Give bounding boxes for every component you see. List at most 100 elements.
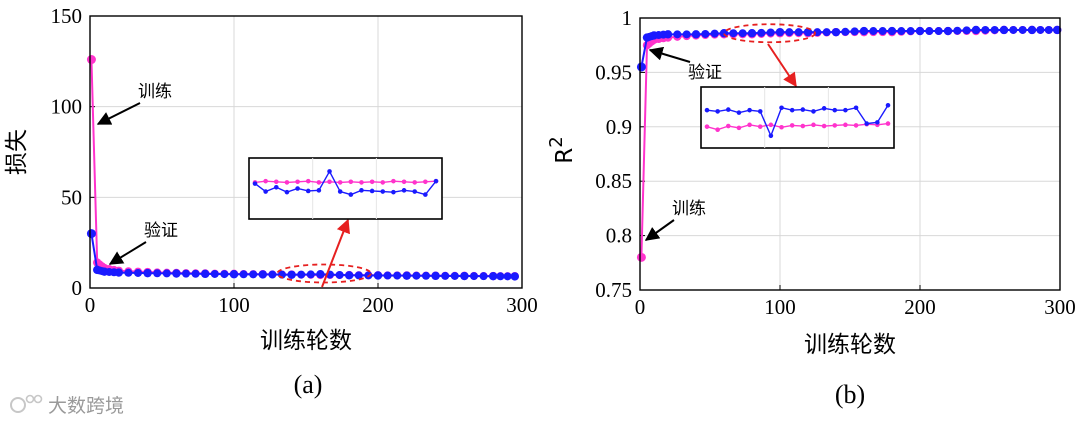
zoom-inset-point-val: [401, 188, 407, 193]
zoom-inset-point-val: [295, 186, 300, 191]
zoom-inset-point-val: [380, 189, 386, 194]
marker-val: [393, 271, 402, 280]
zoom-inset-point-train: [768, 122, 774, 128]
zoom-inset-point-val: [348, 192, 354, 197]
marker-val: [953, 26, 962, 35]
series-val: [86, 229, 519, 281]
data-point-train: [86, 55, 96, 65]
x-tick-label: 200: [904, 295, 936, 319]
zoom-inset-point-val: [821, 106, 827, 111]
zoom-inset-point-train: [295, 179, 300, 185]
zoom-highlight-ellipse: [723, 23, 816, 44]
x-tick-label: 0: [635, 295, 646, 319]
marker-val: [124, 268, 133, 277]
zoom-inset-point-val: [369, 188, 375, 194]
data-point-val: [373, 271, 383, 280]
data-point-val: [201, 269, 210, 279]
annotation-arrow: [644, 219, 675, 241]
zoom-inset-point-val: [757, 109, 763, 114]
marker-val: [354, 271, 363, 280]
zoom-inset-point-train: [757, 124, 763, 129]
zoom-inset-point-train: [327, 179, 332, 185]
marker-val: [110, 268, 118, 277]
marker-val: [710, 29, 719, 38]
marker-val: [925, 27, 934, 36]
zoom-inset-point-val: [725, 107, 731, 112]
zoom-inset-point-val: [305, 188, 311, 194]
zoom-inset-point-train: [359, 180, 364, 185]
zoom-inset-point-train: [263, 178, 268, 184]
data-point-val: [287, 270, 296, 279]
data-point-val: [636, 62, 646, 72]
zoom-inset-point-val: [423, 192, 428, 197]
marker-val: [306, 270, 315, 279]
zoom-inset-point-val: [327, 169, 332, 174]
marker-val: [98, 267, 106, 276]
marker-val: [897, 27, 906, 36]
data-point-val: [831, 27, 841, 37]
zoom-inset-frame: [248, 157, 443, 220]
data-point-val: [258, 270, 267, 279]
marker-val: [297, 270, 306, 279]
marker-val: [249, 270, 258, 279]
zoom-inset-point-val: [864, 121, 870, 126]
marker-val: [785, 28, 794, 37]
marker-val: [981, 25, 990, 34]
data-point-val: [143, 268, 152, 278]
zoom-inset-frame: [700, 86, 895, 149]
zoom-inset-point-val: [715, 109, 720, 114]
marker-val: [1036, 25, 1045, 34]
zoom-inset-point-train: [853, 123, 859, 128]
y-tick-label: 0: [72, 276, 83, 300]
x-tick-label: 300: [506, 293, 538, 317]
zoom-inset-point-val: [853, 105, 859, 111]
zoom-inset-point-train: [423, 179, 428, 185]
data-point-val: [747, 29, 757, 38]
zoom-inset-point-val: [252, 181, 258, 186]
annotation-label: 训练: [672, 199, 706, 219]
marker-val: [906, 27, 915, 36]
marker-val: [738, 29, 747, 38]
data-point-val: [859, 26, 869, 36]
data-point-val: [86, 229, 96, 239]
watermark-text: 大数跨境: [48, 395, 124, 417]
x-axis-label: 训练轮数: [804, 332, 896, 358]
data-point-val: [943, 26, 953, 36]
zoom-inset-point-train: [337, 180, 343, 185]
zoom-inset-point-train: [369, 179, 375, 185]
marker-val: [659, 30, 668, 39]
zoom-inset-point-train: [789, 123, 795, 128]
data-point-val: [691, 30, 701, 39]
zoom-inset-point-val: [359, 188, 364, 193]
x-axis-label: 训练轮数: [260, 328, 352, 354]
marker-val: [220, 270, 229, 279]
x-tick-label: 0: [85, 293, 96, 317]
data-point-val: [172, 269, 181, 278]
marker-val: [503, 272, 512, 281]
marker-val: [647, 32, 656, 41]
marker-val: [268, 270, 277, 279]
zoom-inset-point-train: [843, 122, 848, 128]
zoom-inset-point-train: [715, 127, 720, 132]
zoom-inset-point-val: [433, 178, 439, 184]
zoom-inset-point-val: [263, 189, 268, 194]
zoom-inset-point-val: [875, 120, 880, 125]
annotation-label: 训练: [138, 82, 172, 102]
marker-val: [878, 27, 887, 36]
data-point-val: [887, 26, 897, 36]
zoom-inset-point-train: [779, 124, 784, 130]
plot-area: [640, 18, 1060, 290]
marker-val: [673, 30, 682, 39]
marker-val: [383, 271, 392, 280]
data-point-val: [316, 270, 325, 279]
zoom-inset-point-val: [789, 107, 795, 113]
marker-val: [412, 271, 421, 280]
marker-val: [496, 272, 505, 281]
marker-val: [153, 269, 162, 278]
annotation-arrow: [648, 46, 691, 63]
zoom-inset-point-train: [704, 124, 710, 129]
marker-val: [1018, 25, 1027, 34]
zoom-inset-point-train: [305, 178, 311, 184]
zoom-inset-point-val: [747, 107, 752, 113]
